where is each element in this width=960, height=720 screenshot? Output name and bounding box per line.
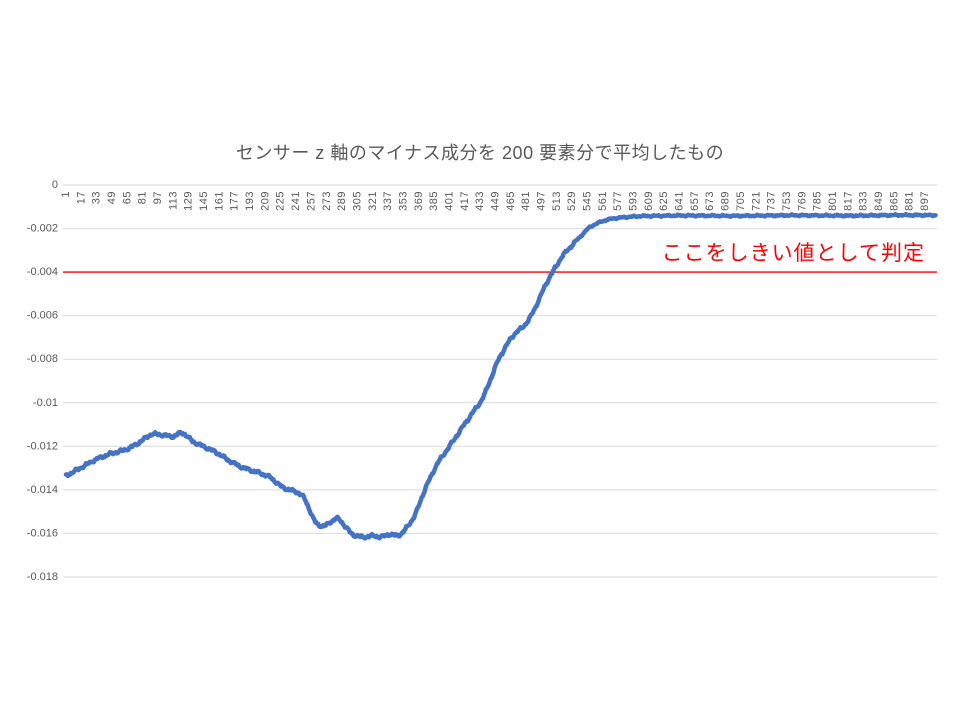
x-axis-tick-label: 417 xyxy=(459,191,471,211)
x-axis-tick-label: 305 xyxy=(351,191,363,211)
x-axis-tick-label: 433 xyxy=(474,191,486,211)
y-axis-tick-label: -0.014 xyxy=(27,484,58,496)
x-axis-tick-label: 225 xyxy=(275,191,287,211)
x-axis-tick-label: 625 xyxy=(658,191,670,211)
x-axis-tick-label: 737 xyxy=(766,191,778,211)
x-axis-tick-label: 593 xyxy=(628,191,640,211)
y-axis-tick-label: -0.018 xyxy=(27,571,58,583)
y-axis-tick-label: -0.012 xyxy=(27,440,58,452)
x-axis-tick-label: 113 xyxy=(167,191,179,210)
x-axis-tick-label: 513 xyxy=(551,191,563,211)
x-axis-tick-label: 465 xyxy=(505,191,517,211)
x-axis-tick-label: 1 xyxy=(60,191,72,198)
x-axis-tick-label: 337 xyxy=(382,191,394,211)
x-axis-tick-label: 801 xyxy=(827,191,839,211)
x-axis-tick-label: 705 xyxy=(735,191,747,211)
x-axis-tick-label: 481 xyxy=(520,191,532,211)
x-axis-tick-label: 817 xyxy=(842,191,854,211)
x-axis-tick-label: 273 xyxy=(321,191,333,211)
x-axis-tick-label: 545 xyxy=(582,191,594,211)
x-axis-tick-label: 401 xyxy=(443,191,455,211)
y-axis-tick-label: -0.006 xyxy=(27,310,58,322)
x-axis-tick-label: 257 xyxy=(305,191,317,211)
x-axis-tick-label: 641 xyxy=(674,191,686,211)
x-axis-tick-label: 833 xyxy=(858,191,870,211)
x-axis-tick-label: 497 xyxy=(536,191,548,211)
x-axis-tick-label: 849 xyxy=(873,191,885,211)
x-axis-tick-label: 865 xyxy=(888,191,900,211)
y-axis-tick-label: -0.002 xyxy=(27,223,58,235)
chart-title: センサー z 軸のマイナス成分を 200 要素分で平均したもの xyxy=(235,143,725,163)
x-axis-tick-label: 161 xyxy=(213,191,225,211)
x-axis-tick-label: 321 xyxy=(367,191,379,211)
x-axis-tick-label: 129 xyxy=(183,191,195,211)
series-line xyxy=(63,211,938,541)
x-axis-tick-label: 177 xyxy=(229,191,241,211)
x-axis-tick-label: 753 xyxy=(781,191,793,211)
x-axis-tick-label: 353 xyxy=(397,191,409,211)
x-axis-tick-label: 369 xyxy=(413,191,425,211)
x-axis-tick-label: 33 xyxy=(91,191,103,204)
x-axis-tick-label: 609 xyxy=(643,191,655,211)
x-axis-tick-label: 689 xyxy=(720,191,732,211)
x-axis-tick-label: 49 xyxy=(106,191,118,204)
x-axis-tick-label: 897 xyxy=(919,191,931,211)
x-axis-tick-label: 145 xyxy=(198,191,210,211)
x-axis-tick-label: 721 xyxy=(750,191,762,211)
x-axis-tick-label: 785 xyxy=(812,191,824,211)
y-axis-tick-label: 0 xyxy=(52,179,58,191)
x-axis-tick-label: 385 xyxy=(428,191,440,211)
x-axis-tick-label: 241 xyxy=(290,191,302,211)
x-axis-tick-label: 65 xyxy=(121,191,133,204)
x-axis-tick-label: 97 xyxy=(152,191,164,204)
threshold-annotation: ここをしきい値として判定 xyxy=(661,242,925,265)
x-axis-tick-label: 209 xyxy=(259,191,271,211)
x-axis-tick-label: 81 xyxy=(137,191,149,204)
y-axis-tick-label: -0.008 xyxy=(27,353,58,365)
x-axis-tick-label: 577 xyxy=(612,191,624,211)
x-axis-tick-label: 673 xyxy=(704,191,716,211)
x-axis-tick-label: 289 xyxy=(336,191,348,211)
x-axis-tick-label: 193 xyxy=(244,191,256,211)
x-axis-tick-label: 561 xyxy=(597,191,609,211)
x-axis-tick-label: 449 xyxy=(489,191,501,211)
x-axis-tick-label: 769 xyxy=(796,191,808,211)
y-axis-tick-label: -0.01 xyxy=(33,397,58,409)
y-axis-tick-label: -0.004 xyxy=(27,266,58,278)
x-axis-tick-label: 17 xyxy=(75,191,87,204)
x-axis-tick-label: 529 xyxy=(566,191,578,211)
y-axis-tick-label: -0.016 xyxy=(27,527,58,539)
x-axis-tick-label: 881 xyxy=(904,191,916,211)
x-axis-tick-label: 657 xyxy=(689,191,701,211)
